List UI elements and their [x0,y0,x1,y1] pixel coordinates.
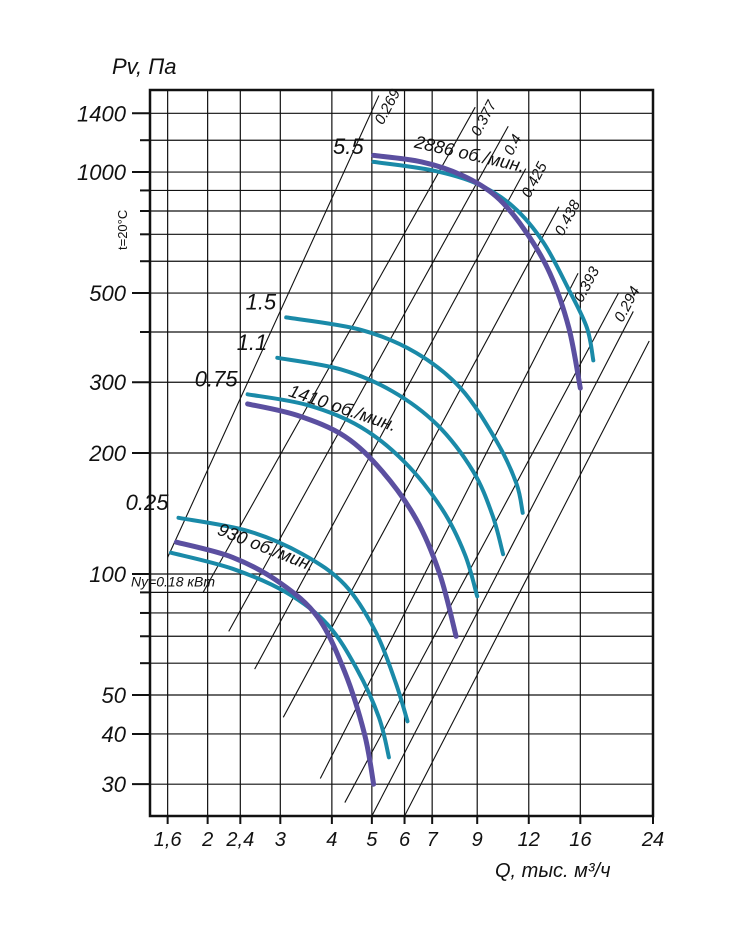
series-label: 1.1 [237,330,268,355]
x-tick-label: 24 [641,829,664,851]
x-axis-title: Q, тыс. м³/ч [495,860,610,882]
series-curve [275,355,506,557]
y-tick-label: 200 [88,441,126,466]
x-tick-label: 4 [326,829,337,851]
x-tick-label: 12 [518,829,540,851]
series-curve [284,315,525,515]
labels: 1,6 2 2,4 3 4 5 6 7 9 12 16 24 30 40 50 100 200 300 500 100… [77,86,664,851]
x-tick-label: 9 [472,829,483,851]
y-tick-label: 300 [89,370,126,395]
series-curve [245,392,480,599]
y-tick-label: 1400 [77,101,127,126]
series-label: 5.5 [333,134,364,159]
series-label: Ny=0.18 кВт [131,574,215,590]
x-tick-label: 6 [399,829,411,851]
efficiency-line [319,273,579,779]
y-axis-title: Pv, Па [112,54,176,79]
efficiency-label: 0.438 [551,197,584,239]
series-curve [169,550,391,760]
series-label: 1.5 [246,289,277,314]
temperature-label: t=20°C [115,210,130,250]
y-tick-label: 30 [102,772,127,797]
x-tick-label: 7 [427,829,439,851]
y-tick-label: 1000 [77,160,127,185]
series-curve [176,515,410,724]
x-tick-label: 16 [569,829,592,851]
x-tick-label: 5 [366,829,378,851]
efficiency-line [202,106,476,593]
efficiency-label: 0.393 [571,263,604,305]
y-tick-label: 40 [102,722,127,747]
series-label: 1410 об./мин. [286,381,399,436]
efficiency-line [344,292,620,803]
axis-ticks [132,112,654,824]
efficiency-line [371,311,634,816]
curves [169,152,596,787]
efficiency-label: 0.269 [371,86,404,128]
efficiency-line [167,95,380,558]
x-tick-label: 2,4 [225,829,254,851]
x-tick-label: 2 [201,829,213,851]
series-curve [371,152,583,391]
efficiency-label: 0.294 [611,284,644,325]
efficiency-line [254,168,527,670]
series-curve [245,401,459,639]
efficiency-label: 0.377 [468,97,501,139]
y-tick-label: 500 [89,281,126,306]
y-tick-label: 50 [102,683,127,708]
y-tick-label: 100 [89,562,126,587]
series-label: 0.25 [126,490,170,515]
efficiency-line [404,340,650,816]
x-tick-label: 1,6 [154,829,183,851]
series-curve [173,539,377,787]
series-label: 0.75 [195,366,239,391]
x-tick-label: 3 [275,829,286,851]
series-curve [371,159,596,363]
